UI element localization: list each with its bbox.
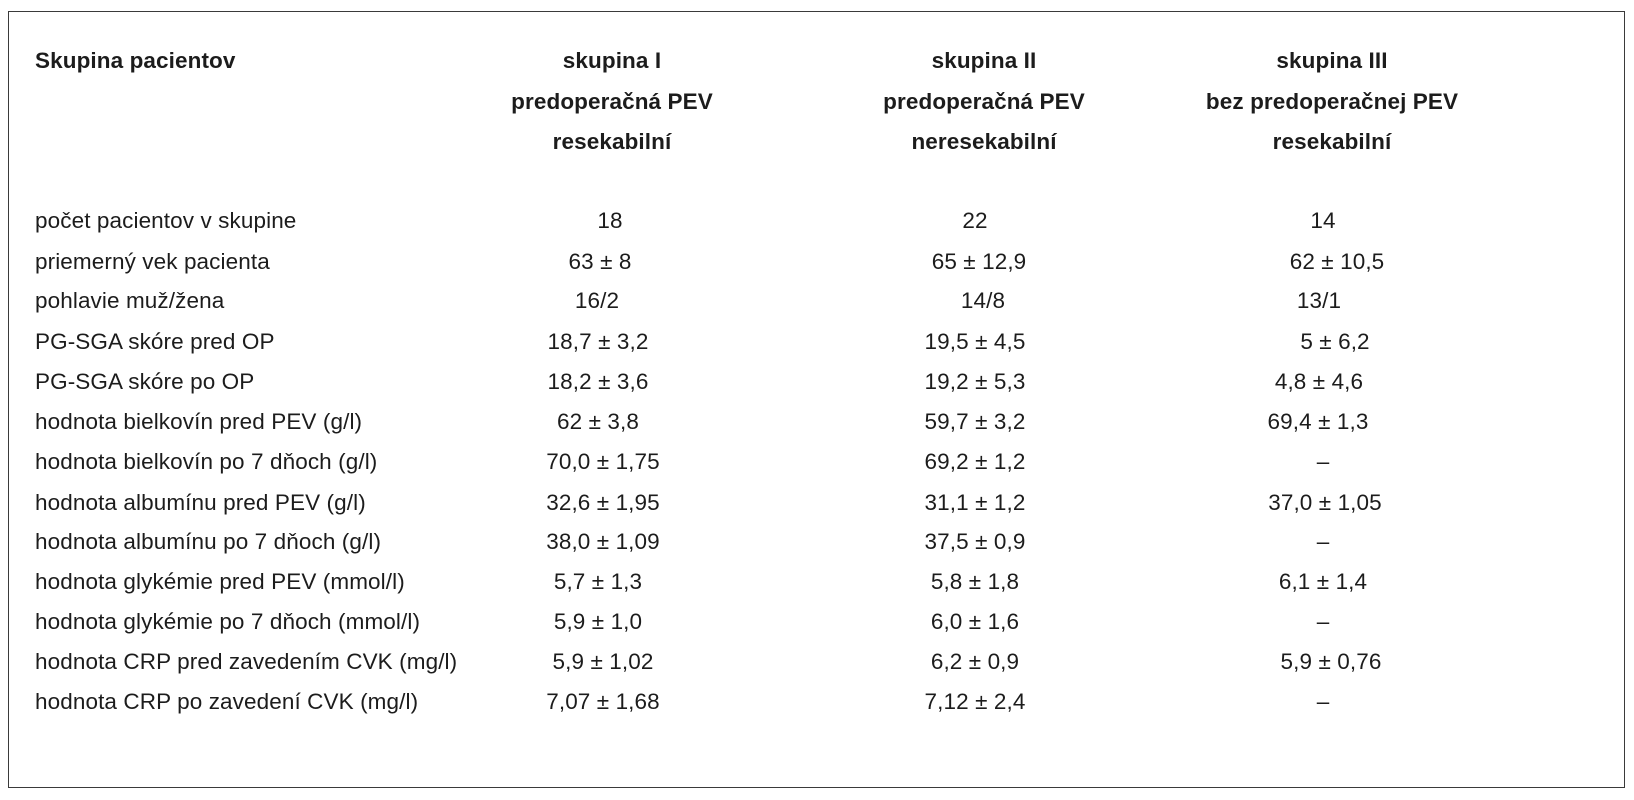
row-value-group-2: 31,1 ± 1,2 <box>924 490 1026 515</box>
row-value-group-2: 69,2 ± 1,2 <box>924 449 1026 474</box>
header-group-2-line-2: predoperačná PEV <box>883 89 1085 114</box>
row-label: hodnota albumínu pred PEV (g/l) <box>35 490 366 515</box>
row-label: počet pacientov v skupine <box>35 208 297 233</box>
row-value-group-1: 16/2 <box>574 288 620 313</box>
row-value-group-3: 14 <box>1310 208 1336 233</box>
row-value-group-3: 69,4 ± 1,3 <box>1267 409 1369 434</box>
row-value-group-3: 13/1 <box>1296 288 1342 313</box>
row-value-group-2: 19,2 ± 5,3 <box>924 369 1026 394</box>
row-value-group-3: – <box>1316 449 1330 474</box>
row-label: hodnota glykémie pred PEV (mmol/l) <box>35 569 405 594</box>
row-label: priemerný vek pacienta <box>35 249 270 274</box>
row-value-group-1: 70,0 ± 1,75 <box>546 449 660 474</box>
row-value-group-3: – <box>1316 609 1330 634</box>
row-value-group-2: 14/8 <box>960 288 1006 313</box>
row-value-group-2: 6,0 ± 1,6 <box>930 609 1020 634</box>
row-label: hodnota CRP po zavedení CVK (mg/l) <box>35 689 419 714</box>
row-value-group-3: 37,0 ± 1,05 <box>1268 490 1382 515</box>
row-value-group-2: 5,8 ± 1,8 <box>930 569 1020 594</box>
row-label: hodnota glykémie po 7 dňoch (mmol/l) <box>35 609 421 634</box>
row-value-group-3: 5 ± 6,2 <box>1300 329 1370 354</box>
row-value-group-3: 6,1 ± 1,4 <box>1278 569 1368 594</box>
header-group-3-line-1: skupina III <box>1276 48 1388 73</box>
row-value-group-3: – <box>1316 689 1330 714</box>
row-value-group-1: 5,9 ± 1,0 <box>553 609 643 634</box>
row-value-group-3: 4,8 ± 4,6 <box>1274 369 1364 394</box>
table-frame <box>8 11 1625 788</box>
row-label: hodnota bielkovín pred PEV (g/l) <box>35 409 363 434</box>
header-group-1-line-1: skupina I <box>562 48 662 73</box>
row-value-group-1: 5,9 ± 1,02 <box>552 649 654 674</box>
row-value-group-2: 37,5 ± 0,9 <box>924 529 1026 554</box>
row-label: hodnota bielkovín po 7 dňoch (g/l) <box>35 449 378 474</box>
row-value-group-1: 18,7 ± 3,2 <box>547 329 649 354</box>
row-label: PG-SGA skóre pred OP <box>35 329 275 354</box>
row-value-group-2: 65 ± 12,9 <box>931 249 1027 274</box>
header-first-column: Skupina pacientov <box>35 48 236 73</box>
row-value-group-2: 6,2 ± 0,9 <box>930 649 1020 674</box>
row-label: hodnota CRP pred zavedením CVK (mg/l) <box>35 649 458 674</box>
row-value-group-3: 5,9 ± 0,76 <box>1280 649 1382 674</box>
header-group-2-line-1: skupina II <box>931 48 1037 73</box>
row-value-group-1: 63 ± 8 <box>568 249 632 274</box>
row-value-group-1: 18,2 ± 3,6 <box>547 369 649 394</box>
row-value-group-2: 59,7 ± 3,2 <box>924 409 1026 434</box>
row-value-group-1: 18 <box>597 208 623 233</box>
header-group-3-line-2: bez predoperačnej PEV <box>1205 89 1459 114</box>
row-value-group-1: 7,07 ± 1,68 <box>546 689 660 714</box>
row-value-group-1: 38,0 ± 1,09 <box>546 529 660 554</box>
row-value-group-1: 5,7 ± 1,3 <box>553 569 643 594</box>
row-value-group-1: 32,6 ± 1,95 <box>546 490 660 515</box>
header-group-3-line-3: resekabilní <box>1272 129 1392 154</box>
row-value-group-3: 62 ± 10,5 <box>1289 249 1385 274</box>
header-group-1-line-3: resekabilní <box>552 129 672 154</box>
row-label: pohlavie muž/žena <box>35 288 225 313</box>
row-label: hodnota albumínu po 7 dňoch (g/l) <box>35 529 382 554</box>
row-value-group-1: 62 ± 3,8 <box>557 409 639 434</box>
row-value-group-2: 19,5 ± 4,5 <box>924 329 1026 354</box>
row-label: PG-SGA skóre po OP <box>35 369 255 394</box>
row-value-group-3: – <box>1316 529 1330 554</box>
row-value-group-2: 7,12 ± 2,4 <box>924 689 1026 714</box>
header-group-2-line-3: neresekabilní <box>911 129 1057 154</box>
header-group-1-line-2: predoperačná PEV <box>511 89 713 114</box>
row-value-group-2: 22 <box>962 208 988 233</box>
